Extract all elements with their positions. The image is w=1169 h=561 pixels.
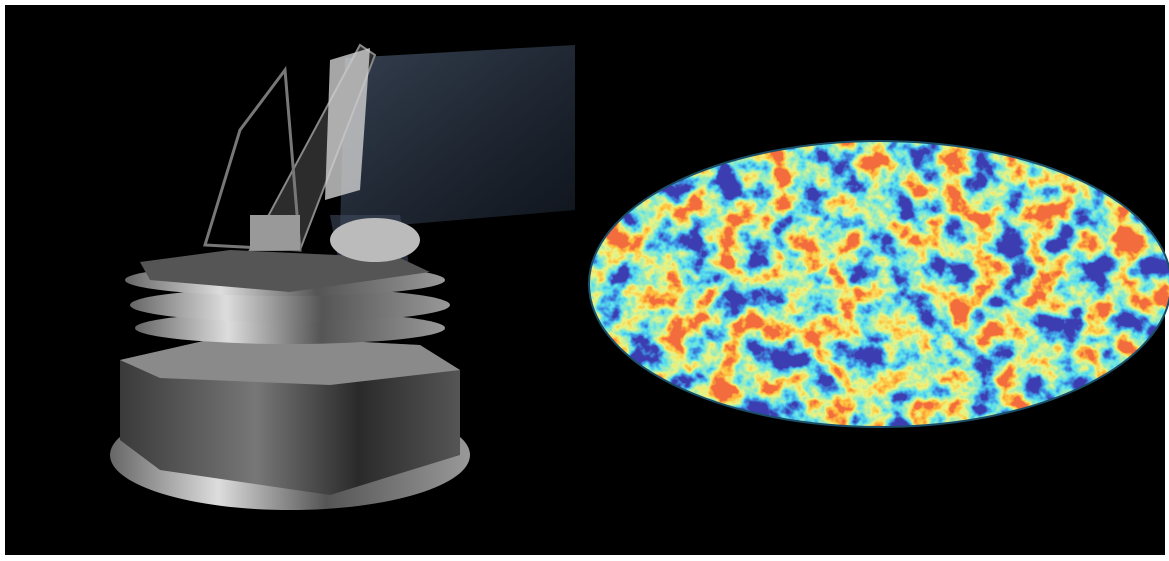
satellite <box>110 43 575 510</box>
secondary-mirror <box>330 218 420 262</box>
module-top <box>120 335 460 385</box>
shield-top <box>140 250 430 292</box>
light-beam <box>340 45 575 230</box>
primary-mirror <box>325 48 370 200</box>
shield <box>135 312 445 344</box>
cmb-texture <box>589 141 1169 427</box>
cmb-map <box>588 140 1169 428</box>
shield <box>130 288 450 322</box>
focal-plane <box>250 215 300 250</box>
map-outline <box>588 140 1169 428</box>
